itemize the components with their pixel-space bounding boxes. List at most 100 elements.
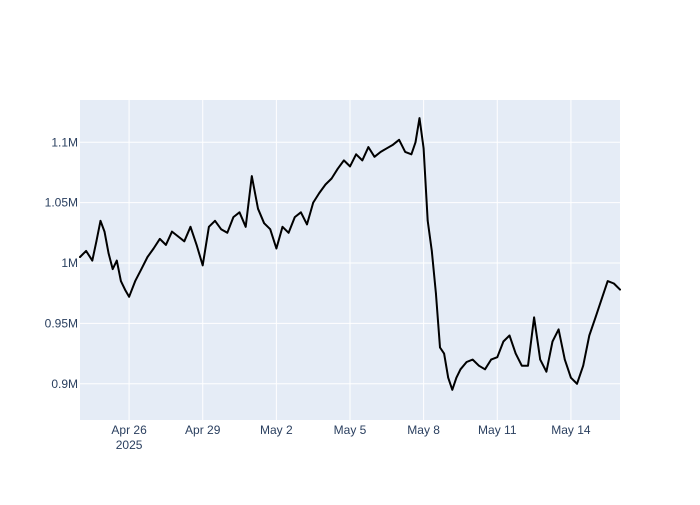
data-point bbox=[414, 141, 417, 144]
data-point bbox=[576, 382, 578, 385]
data-point bbox=[165, 244, 167, 246]
data-point bbox=[306, 223, 308, 226]
data-point bbox=[287, 232, 290, 234]
y-tick-label: 0.9M bbox=[51, 377, 78, 391]
data-point bbox=[455, 376, 458, 379]
data-point bbox=[465, 361, 468, 363]
data-point bbox=[293, 216, 296, 218]
data-point bbox=[478, 364, 480, 367]
data-point bbox=[275, 247, 278, 250]
data-point bbox=[570, 376, 572, 379]
data-point bbox=[361, 159, 364, 162]
data-point bbox=[336, 168, 339, 170]
data-point bbox=[349, 165, 351, 168]
data-point bbox=[563, 358, 566, 361]
x-tick-label: May 5 bbox=[334, 423, 367, 437]
data-point bbox=[107, 252, 110, 255]
data-point bbox=[201, 264, 204, 267]
data-point bbox=[99, 219, 102, 222]
data-point bbox=[111, 268, 114, 270]
data-point bbox=[422, 147, 425, 150]
data-point bbox=[619, 288, 621, 291]
data-point bbox=[582, 364, 584, 367]
data-point bbox=[613, 282, 615, 285]
data-point bbox=[85, 250, 87, 252]
data-point bbox=[214, 219, 216, 222]
data-point bbox=[502, 340, 505, 343]
data-point bbox=[152, 247, 155, 250]
data-point bbox=[588, 334, 591, 337]
series-layer bbox=[79, 117, 621, 391]
data-point bbox=[496, 356, 499, 359]
data-point bbox=[527, 364, 529, 367]
data-point bbox=[514, 352, 517, 355]
data-point bbox=[269, 228, 272, 231]
data-point bbox=[459, 368, 462, 371]
data-point bbox=[120, 280, 122, 282]
data-point bbox=[140, 268, 143, 270]
data-point bbox=[263, 222, 265, 224]
data-point bbox=[300, 211, 302, 214]
data-point bbox=[330, 177, 333, 180]
data-point bbox=[594, 316, 597, 319]
x-tick-year-label: 2025 bbox=[116, 438, 143, 452]
x-tick-label: May 8 bbox=[407, 423, 440, 437]
data-point bbox=[471, 358, 474, 361]
y-tick-label: 1.1M bbox=[51, 135, 78, 149]
data-point bbox=[451, 389, 454, 391]
x-tick-label: May 2 bbox=[260, 423, 293, 437]
data-point bbox=[208, 225, 210, 228]
data-point bbox=[79, 256, 81, 258]
data-point bbox=[508, 334, 511, 337]
data-point bbox=[244, 225, 247, 228]
data-point bbox=[158, 238, 161, 240]
data-point bbox=[189, 225, 192, 228]
data-point bbox=[392, 143, 394, 146]
data-point bbox=[431, 250, 433, 252]
data-point bbox=[606, 280, 609, 282]
data-point bbox=[545, 370, 548, 373]
data-point bbox=[410, 153, 413, 156]
data-point bbox=[484, 368, 486, 371]
data-point bbox=[177, 235, 179, 238]
data-point bbox=[232, 216, 235, 218]
data-point bbox=[443, 352, 445, 355]
y-tick-label: 0.95M bbox=[45, 316, 78, 330]
data-point bbox=[367, 146, 370, 148]
data-point bbox=[103, 230, 106, 233]
x-tick-label: May 14 bbox=[551, 423, 591, 437]
data-point bbox=[404, 151, 407, 153]
data-point bbox=[226, 232, 229, 234]
data-point bbox=[539, 358, 542, 361]
x-tick-label: Apr 26 bbox=[111, 423, 147, 437]
data-point bbox=[521, 364, 523, 367]
data-point bbox=[490, 358, 492, 361]
data-point bbox=[355, 153, 357, 156]
data-point bbox=[251, 175, 253, 177]
data-point bbox=[533, 316, 535, 319]
data-point bbox=[439, 346, 441, 349]
data-point bbox=[386, 147, 388, 150]
data-point bbox=[312, 201, 314, 204]
data-point bbox=[398, 139, 400, 141]
data-point bbox=[418, 117, 421, 119]
data-point bbox=[146, 256, 149, 258]
data-point bbox=[257, 207, 259, 210]
y-tick-label: 1M bbox=[61, 256, 78, 270]
data-point bbox=[95, 240, 98, 243]
gridlines bbox=[80, 100, 620, 420]
y-axis-ticks: 0.9M 0.95M 1M 1.05M 1.1M bbox=[45, 135, 78, 391]
data-point bbox=[447, 376, 449, 379]
data-point bbox=[551, 340, 554, 343]
data-point bbox=[183, 240, 186, 243]
x-tick-label: May 11 bbox=[478, 423, 517, 437]
data-point bbox=[373, 155, 376, 158]
data-point bbox=[324, 183, 327, 186]
data-point bbox=[91, 259, 94, 262]
y-tick-label: 1.05M bbox=[45, 196, 78, 210]
data-point bbox=[128, 296, 130, 298]
data-point bbox=[557, 328, 560, 331]
